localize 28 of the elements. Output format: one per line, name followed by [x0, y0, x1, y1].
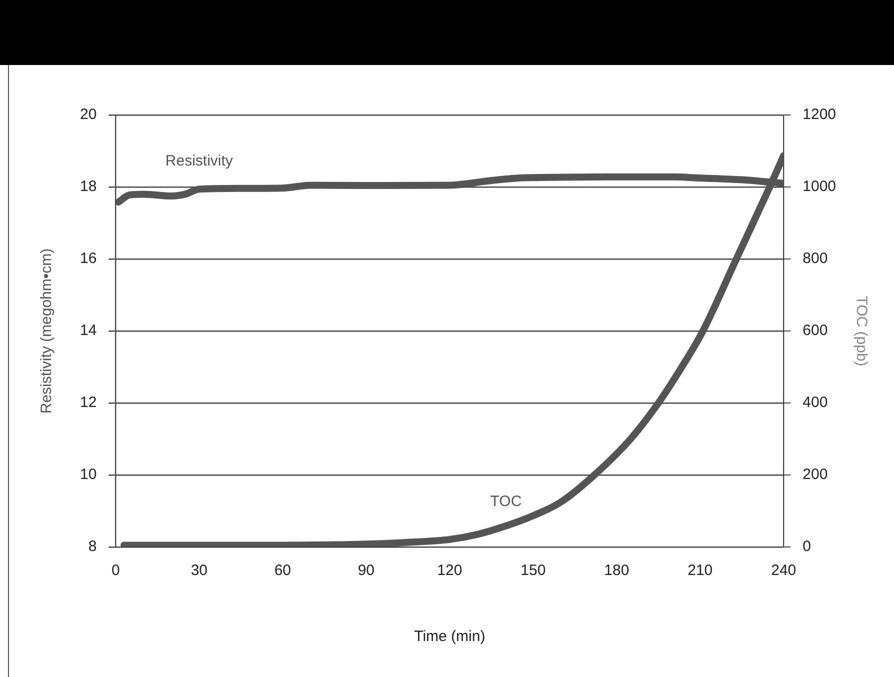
y-tick-label: 20	[80, 106, 97, 124]
x-tick-label: 120	[437, 562, 462, 580]
x-tick-label: 30	[190, 562, 208, 580]
y-tick-label: 16	[80, 250, 97, 268]
y-tick-label: 10	[80, 466, 97, 484]
x-tick-label: 0	[112, 562, 120, 580]
y-axis-title: Resistivity (megohm•cm)	[38, 248, 56, 414]
x-tick-label: 180	[604, 562, 630, 580]
y-tick-label: 14	[80, 322, 97, 340]
y2-tick-label: 1200	[802, 106, 836, 124]
x-tick-label: 240	[771, 562, 796, 580]
y2-tick-label: 600	[802, 322, 828, 340]
y2-tick-label: 200	[802, 466, 828, 484]
y2-tick-label: 1000	[802, 178, 836, 196]
x-tick-label: 210	[688, 562, 713, 580]
y2-tick-label: 0	[802, 538, 811, 556]
x-tick-label: 150	[520, 562, 546, 580]
x-tick-label: 60	[274, 562, 292, 580]
series-label: Resistivity	[165, 152, 234, 170]
y2-axis-title: TOC (ppb)	[852, 296, 870, 366]
y-tick-label: 18	[80, 178, 97, 196]
series-label: TOC	[490, 493, 522, 510]
y-tick-label: 12	[80, 394, 97, 412]
x-tick-label: 90	[358, 562, 375, 580]
y-tick-label: 8	[88, 538, 97, 556]
y2-tick-label: 800	[802, 250, 828, 268]
x-axis-title: Time (min)	[414, 628, 486, 646]
y2-tick-label: 400	[802, 394, 828, 412]
